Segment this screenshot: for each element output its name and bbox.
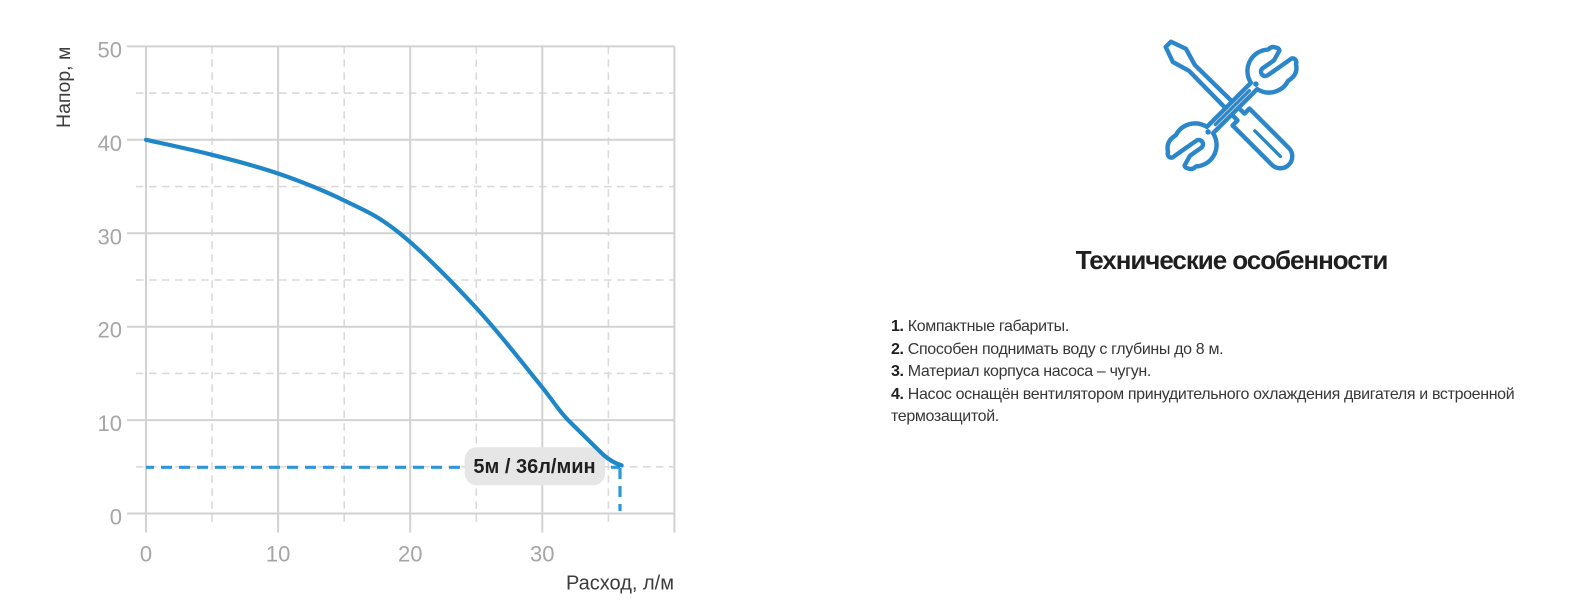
svg-text:10: 10: [266, 542, 290, 567]
svg-text:Напор, м: Напор, м: [53, 47, 75, 128]
svg-text:40: 40: [98, 131, 122, 156]
svg-text:20: 20: [98, 318, 122, 343]
svg-text:20: 20: [398, 542, 422, 567]
svg-text:10: 10: [98, 411, 122, 436]
svg-text:30: 30: [530, 542, 554, 567]
svg-text:Расход, л/м: Расход, л/м: [566, 572, 674, 594]
svg-text:0: 0: [110, 505, 122, 530]
svg-text:0: 0: [140, 542, 152, 567]
svg-text:5м / 36л/мин: 5м / 36л/мин: [473, 456, 595, 478]
svg-text:50: 50: [98, 37, 122, 62]
svg-text:30: 30: [98, 224, 122, 249]
